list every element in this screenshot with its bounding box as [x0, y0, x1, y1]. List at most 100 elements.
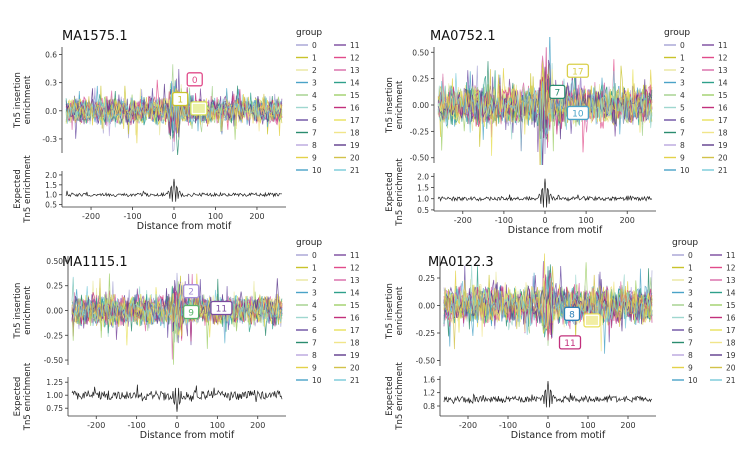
legend-entry-label: 14 — [350, 79, 360, 88]
legend-entry-label: 3 — [688, 289, 693, 298]
legend-entry-label: 7 — [312, 339, 317, 348]
legend-entry-label: 10 — [312, 166, 322, 175]
legend-entry-label: 13 — [350, 66, 360, 75]
legend-entry-label: 11 — [350, 41, 360, 50]
annotation-box — [563, 306, 581, 321]
signal-line-group-21 — [71, 276, 283, 344]
signal-line-group-20 — [437, 68, 653, 165]
legend-entry-label: 20 — [726, 364, 736, 373]
top-y-tick-label: -0.25 — [44, 331, 64, 340]
legend-entry-label: 16 — [350, 104, 360, 113]
expected-enrichment-line — [443, 380, 653, 408]
bottom-y-tick-label: 1.0 — [417, 195, 429, 204]
legend-entry-label: 15 — [350, 91, 360, 100]
legend-entry-label: 20 — [718, 154, 728, 163]
signal-line-group-20 — [443, 266, 653, 350]
annotation-label: 1 — [177, 96, 183, 106]
expected-enrichment-line — [437, 178, 653, 208]
legend-entry-label: 5 — [680, 104, 685, 113]
legend-entry-label: 19 — [718, 141, 728, 150]
legend-entry-label: 13 — [350, 276, 360, 285]
chart-title: MA1115.1 — [62, 255, 128, 270]
legend-entry-label: 18 — [726, 339, 736, 348]
x-tick-label: -200 — [454, 216, 472, 225]
legend-entry-label: 2 — [680, 66, 685, 75]
bottom-y-tick-label: 0.8 — [423, 402, 435, 411]
bottom-y-tick-label: 2.0 — [45, 171, 57, 180]
legend-entry-label: 16 — [350, 314, 360, 323]
legend-entry-label: 0 — [312, 41, 317, 50]
signal-line-group-18 — [437, 69, 653, 125]
legend-entry-label: 0 — [688, 251, 693, 260]
annotation-box — [182, 284, 200, 299]
x-tick-label: -100 — [123, 212, 141, 221]
chart-panel-2: MA1115.1 -0.50 -0.25 0.00 0.25 0.50 Tn5 insert… — [13, 238, 360, 441]
bottom-y-axis-label: Tn5 enrichment — [23, 155, 33, 224]
bottom-y-axis-label: Expected — [13, 377, 23, 417]
legend-entry-label: 3 — [312, 79, 317, 88]
bottom-y-axis-label: Expected — [385, 376, 395, 416]
legend-entry-label: 21 — [350, 166, 360, 175]
legend-entry-label: 8 — [688, 351, 693, 360]
bottom-y-tick-label: 1.6 — [423, 375, 435, 384]
legend-title: group — [672, 238, 698, 248]
x-tick-label: -200 — [82, 212, 100, 221]
bottom-y-tick-label: 1.0 — [45, 191, 57, 200]
legend-entry-label: 17 — [350, 326, 360, 335]
annotation-label: 17 — [572, 67, 583, 77]
bottom-y-axis-label: Tn5 enrichment — [23, 362, 33, 431]
x-tick-label: -100 — [128, 421, 146, 430]
legend-entry-label: 15 — [726, 301, 736, 310]
legend-entry-label: 11 — [726, 251, 736, 260]
legend-entry-label: 13 — [726, 276, 736, 285]
x-tick-label: -200 — [87, 421, 105, 430]
legend-entry-label: 12 — [350, 264, 360, 273]
top-y-tick-label: 0.25 — [412, 75, 429, 84]
legend-entry-label: 17 — [726, 326, 736, 335]
top-y-tick-label: -0.25 — [416, 329, 436, 338]
legend-entry-label: 1 — [312, 264, 317, 273]
annotation-label: 7 — [554, 88, 560, 98]
legend-entry-label: 14 — [350, 289, 360, 298]
x-tick-label: 100 — [578, 216, 593, 225]
bottom-y-tick-label: 1.2 — [423, 389, 435, 398]
bottom-y-tick-label: 1.5 — [45, 181, 57, 190]
legend-entry-label: 8 — [680, 141, 685, 150]
x-tick-label: 200 — [620, 421, 635, 430]
top-y-axis-label: enrichment — [23, 75, 33, 124]
legend-entry-label: 4 — [688, 301, 693, 310]
legend-entry-label: 18 — [718, 129, 728, 138]
legend-entry-label: 6 — [680, 116, 685, 125]
legend-entry-label: 1 — [688, 264, 693, 273]
top-y-axis-label: Tn5 insertion — [385, 77, 395, 134]
signal-line-group-21 — [437, 70, 653, 165]
top-y-tick-label: -0.50 — [416, 357, 436, 366]
chart-panel-0: MA1575.1 -0.3 0.0 0.3 0.6 Tn5 insertion enrich… — [13, 28, 360, 232]
legend-entry-label: 9 — [312, 154, 317, 163]
chart-title: MA0122.3 — [428, 255, 494, 270]
annotation-box — [558, 335, 582, 350]
annotation-box — [566, 105, 590, 121]
legend-entry-label: 17 — [350, 116, 360, 125]
legend-entry-label: 17 — [718, 116, 728, 125]
legend-title: group — [296, 28, 322, 38]
legend-entry-label: 6 — [312, 326, 317, 335]
annotation-label: 8 — [569, 310, 575, 320]
x-tick-label: 0 — [545, 421, 550, 430]
legend-entry-label: 15 — [350, 301, 360, 310]
expected-enrichment-line — [65, 178, 282, 202]
top-y-tick-label: 0.00 — [46, 307, 63, 316]
legend-entry-label: 9 — [312, 364, 317, 373]
x-tick-label: 0 — [542, 216, 547, 225]
annotation-box — [210, 300, 233, 316]
annotation-box — [182, 304, 200, 320]
top-y-axis-label: enrichment — [23, 285, 33, 334]
legend-entry-label: 12 — [718, 54, 728, 63]
top-y-tick-label: 0.00 — [412, 101, 429, 110]
top-y-tick-label: 0.6 — [45, 51, 57, 60]
